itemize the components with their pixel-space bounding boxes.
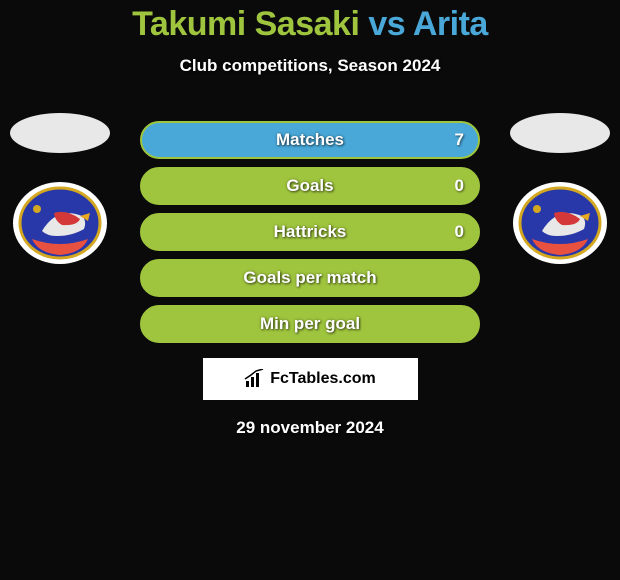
stat-value: 0	[455, 176, 464, 196]
player1-name: Takumi Sasaki	[132, 5, 359, 43]
infographic-container: Takumi Sasaki vs Arita Club competitions…	[0, 0, 620, 438]
stat-row-goals-per-match: Goals per match	[140, 259, 480, 297]
player1-avatar	[10, 113, 110, 153]
club-emblem-icon	[12, 181, 108, 265]
club-emblem-icon	[512, 181, 608, 265]
player2-club-logo	[512, 181, 608, 265]
date-text: 29 november 2024	[0, 418, 620, 438]
stat-label: Goals	[286, 176, 333, 196]
player1-club-logo	[12, 181, 108, 265]
stat-label: Min per goal	[260, 314, 360, 334]
stats-list: Matches 7 Goals 0 Hattricks 0 Goals per …	[140, 121, 480, 343]
stat-row-goals: Goals 0	[140, 167, 480, 205]
vs-text: vs	[359, 5, 412, 43]
stat-row-hattricks: Hattricks 0	[140, 213, 480, 251]
brand-logo-content: FcTables.com	[244, 369, 376, 389]
stat-label: Goals per match	[243, 268, 376, 288]
stat-value: 7	[455, 130, 464, 150]
player2-name: Arita	[413, 5, 488, 43]
stat-row-matches: Matches 7	[140, 121, 480, 159]
stat-label: Hattricks	[274, 222, 347, 242]
brand-name: FcTables.com	[270, 370, 376, 388]
player2-avatar	[510, 113, 610, 153]
stat-row-min-per-goal: Min per goal	[140, 305, 480, 343]
stat-label: Matches	[276, 130, 344, 150]
stats-area: Matches 7 Goals 0 Hattricks 0 Goals per …	[0, 121, 620, 438]
stat-value: 0	[455, 222, 464, 242]
bar-chart-icon	[244, 369, 266, 389]
comparison-title: Takumi Sasaki vs Arita	[0, 5, 620, 44]
brand-logo: FcTables.com	[203, 358, 418, 400]
subtitle: Club competitions, Season 2024	[0, 56, 620, 76]
